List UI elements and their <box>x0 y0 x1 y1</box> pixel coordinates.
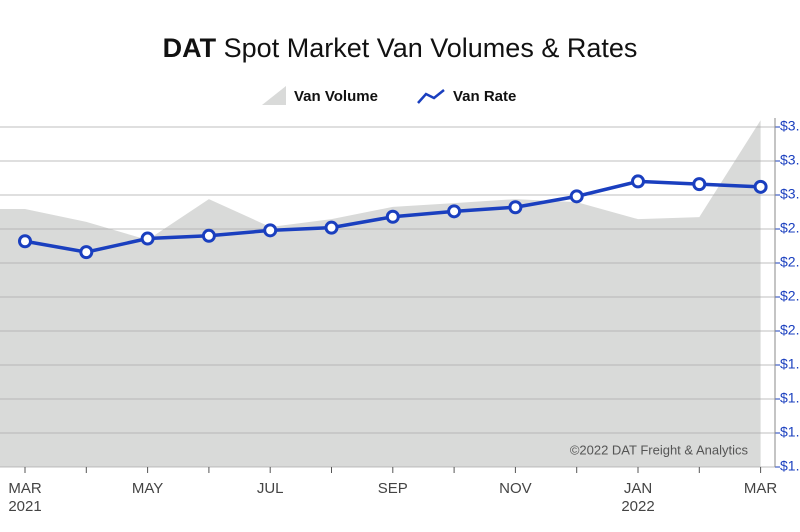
x-tick-label: MAR <box>8 480 42 497</box>
rate-point <box>631 174 645 189</box>
rate-point <box>324 220 339 235</box>
y2-tick-label: $2.25 <box>780 288 800 304</box>
legend-label: Van Rate <box>453 88 516 105</box>
x-tick-label: JAN <box>624 480 652 497</box>
y2-tick-label: $2.50 <box>780 254 800 270</box>
rate-point <box>385 209 400 224</box>
chart-title: DAT Spot Market Van Volumes & Rates <box>163 33 638 63</box>
y2-tick-label: $1.25 <box>780 424 800 440</box>
rate-point <box>79 245 94 260</box>
x-year-label: 2021 <box>8 498 41 515</box>
y2-tick-label: $3.25 <box>780 152 800 168</box>
x-tick-label: MAY <box>132 480 163 497</box>
brand: DAT <box>163 33 217 63</box>
source-note: ©2022 DAT Freight & Analytics <box>570 442 749 457</box>
rate-point <box>692 177 707 192</box>
x-year-label: 2022 <box>621 498 654 515</box>
rate-point <box>263 223 278 238</box>
legend-line-swatch <box>417 89 445 104</box>
rate-point <box>447 204 462 219</box>
y2-tick-label: $2.00 <box>780 322 800 338</box>
rate-point <box>753 179 768 194</box>
title-text: Spot Market Van Volumes & Rates <box>224 33 638 63</box>
x-tick-label: SEP <box>378 480 408 497</box>
rate-point <box>201 228 216 243</box>
x-tick-label: MAR <box>744 480 778 497</box>
rate-point <box>140 231 155 246</box>
y2-tick-label: $1.75 <box>780 356 800 372</box>
y2-tick-label: $3.00 <box>780 186 800 202</box>
y2-tick-label: $1.00 <box>780 458 800 474</box>
volume-area <box>0 120 761 467</box>
legend-area-swatch <box>262 86 286 105</box>
y2-tick-label: $3.50 <box>780 118 800 134</box>
rate-point <box>569 189 584 204</box>
y2-tick-label: $2.75 <box>780 220 800 236</box>
x-tick-label: NOV <box>499 480 532 497</box>
legend-label: Van Volume <box>294 88 378 105</box>
y2-tick-label: $1.50 <box>780 390 800 406</box>
rate-point <box>18 234 32 249</box>
x-tick-label: JUL <box>257 480 284 497</box>
rate-point <box>508 200 523 215</box>
